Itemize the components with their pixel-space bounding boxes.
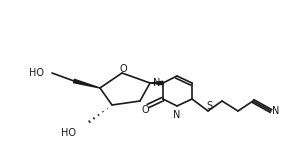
Text: O: O [141,105,149,115]
Text: HO: HO [29,68,44,78]
Text: S: S [206,101,212,111]
Text: HO: HO [61,128,75,138]
Text: N: N [173,110,181,120]
Text: N: N [272,106,280,116]
Polygon shape [73,79,100,88]
Text: O: O [119,64,127,74]
Polygon shape [150,81,163,85]
Text: N: N [153,78,160,88]
